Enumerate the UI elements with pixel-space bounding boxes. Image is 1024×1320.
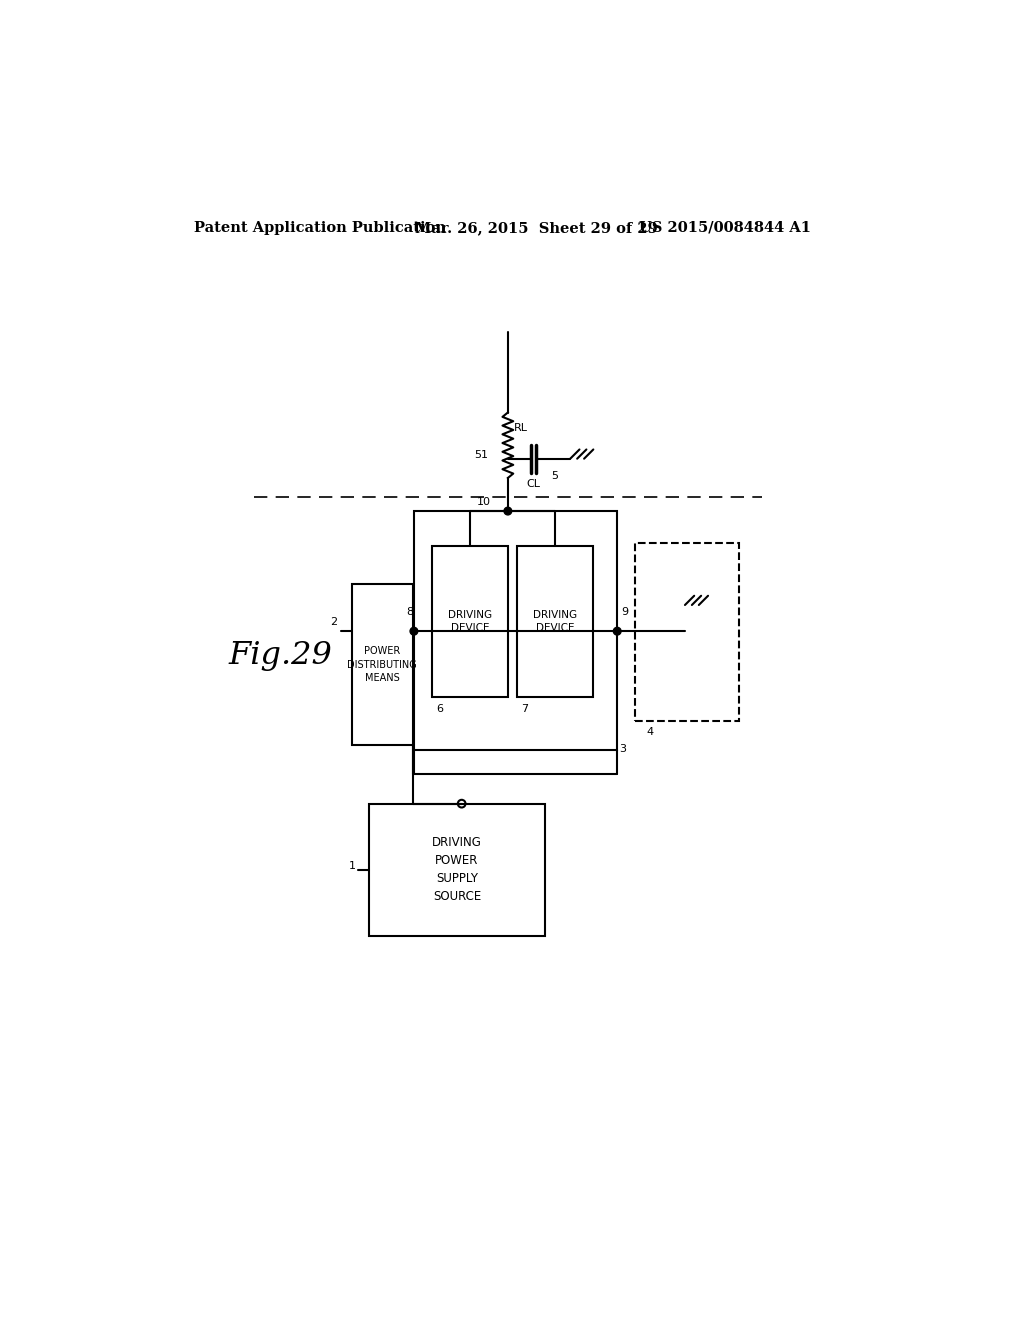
- Text: 8: 8: [407, 607, 414, 618]
- Bar: [414, 511, 617, 750]
- Bar: [635, 544, 739, 721]
- Text: Patent Application Publication: Patent Application Publication: [194, 220, 445, 235]
- Text: 5: 5: [551, 471, 558, 480]
- Bar: [370, 804, 545, 936]
- Bar: [351, 585, 413, 744]
- Text: Mar. 26, 2015  Sheet 29 of 29: Mar. 26, 2015 Sheet 29 of 29: [416, 220, 658, 235]
- Text: DRIVING
DEVICE: DRIVING DEVICE: [449, 610, 493, 634]
- Text: RL: RL: [514, 422, 528, 433]
- Circle shape: [504, 507, 512, 515]
- Text: 51: 51: [474, 450, 488, 459]
- Circle shape: [613, 627, 621, 635]
- Text: 10: 10: [477, 498, 490, 507]
- Text: 9: 9: [621, 607, 628, 618]
- Text: DRIVING
POWER
SUPPLY
SOURCE: DRIVING POWER SUPPLY SOURCE: [432, 837, 482, 903]
- Circle shape: [410, 627, 418, 635]
- Text: 2: 2: [331, 618, 338, 627]
- Text: Fig.29: Fig.29: [228, 640, 333, 671]
- Text: 6: 6: [436, 704, 443, 714]
- Bar: [517, 545, 593, 697]
- Text: 4: 4: [646, 726, 653, 737]
- Text: 1: 1: [348, 861, 355, 871]
- Text: 7: 7: [521, 704, 528, 714]
- Text: CL: CL: [526, 479, 541, 488]
- Text: POWER
DISTRIBUTING
MEANS: POWER DISTRIBUTING MEANS: [347, 647, 417, 682]
- Bar: [432, 545, 508, 697]
- Text: 3: 3: [618, 743, 626, 754]
- Text: US 2015/0084844 A1: US 2015/0084844 A1: [639, 220, 811, 235]
- Text: DRIVING
DEVICE: DRIVING DEVICE: [532, 610, 577, 634]
